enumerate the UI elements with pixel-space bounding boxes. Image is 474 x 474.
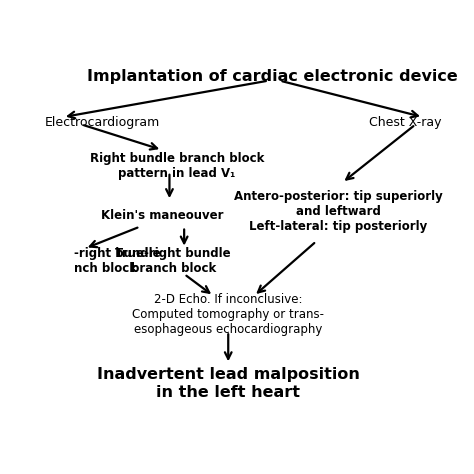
Text: -right bundle
nch block: -right bundle nch block: [74, 247, 161, 275]
Text: 2-D Echo. If inconclusive:
Computed tomography or trans-
esophageous echocardiog: 2-D Echo. If inconclusive: Computed tomo…: [132, 292, 324, 336]
Text: Right bundle branch block
pattern in lead V₁: Right bundle branch block pattern in lea…: [90, 152, 264, 181]
Text: Inadvertent lead malposition
in the left heart: Inadvertent lead malposition in the left…: [97, 367, 360, 400]
Text: Implantation of cardiac electronic device: Implantation of cardiac electronic devic…: [87, 70, 458, 84]
Text: Electrocardiogram: Electrocardiogram: [45, 116, 160, 129]
Text: True-right bundle
branch block: True-right bundle branch block: [115, 247, 231, 275]
Text: Chest X-ray: Chest X-ray: [369, 116, 441, 129]
Text: Antero-posterior: tip superiorly
and leftward
Left-lateral: tip posteriorly: Antero-posterior: tip superiorly and lef…: [234, 191, 443, 234]
Text: Klein's maneouver: Klein's maneouver: [101, 209, 223, 222]
